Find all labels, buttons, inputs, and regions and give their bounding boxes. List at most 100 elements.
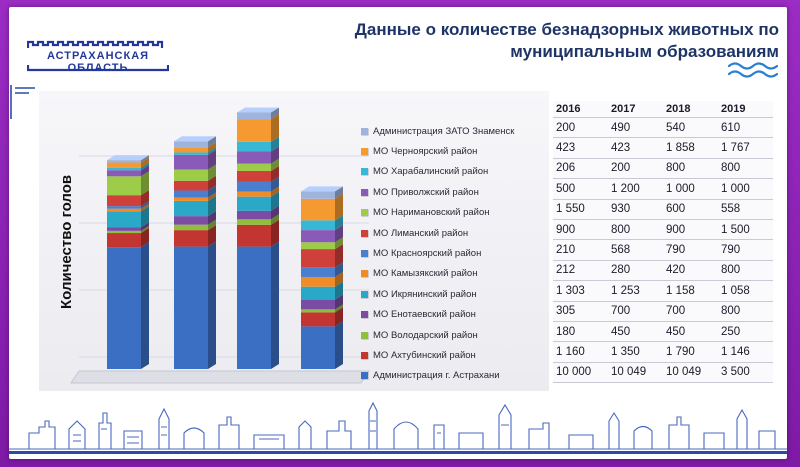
bar-segment-side [335, 193, 343, 221]
table-row: 305 700 700 800 [553, 301, 773, 322]
chart-legend: Администрация ЗАТО Знаменск МО Черноярски… [361, 121, 543, 386]
bar-segment-side [141, 190, 149, 207]
legend-swatch [361, 311, 368, 319]
table-cell: 800 [718, 260, 773, 282]
bar-segment [301, 326, 335, 369]
bar-segment-side [271, 214, 279, 225]
bar-segment [237, 163, 271, 171]
table-row: 180 450 450 250 [553, 321, 773, 343]
bar-top [237, 107, 279, 113]
bar-segment-side [141, 157, 149, 168]
city-skyline-icon [9, 401, 787, 450]
legend-label: МО Икрянинский район [373, 288, 477, 300]
bar-segment [107, 233, 141, 248]
legend-label: МО Ахтубинский район [373, 349, 476, 361]
table-cell: 1 303 [553, 280, 608, 302]
table-cell: 790 [718, 239, 773, 261]
bar-segment-side [208, 241, 216, 369]
bar-segment [174, 230, 208, 247]
legend-swatch [361, 229, 368, 237]
bar-segment [174, 200, 208, 217]
bar-segment [107, 227, 141, 231]
bar-segment-side [271, 176, 279, 192]
table-cell: 800 [608, 219, 663, 241]
bar-segment [237, 119, 271, 142]
table-cell: 450 [608, 321, 663, 343]
bar-segment [174, 246, 208, 369]
bar-segment [107, 167, 141, 171]
bar-segment [107, 208, 141, 212]
bar-segment-side [141, 162, 149, 171]
bar-segment [301, 220, 335, 231]
table-cell: 1 158 [663, 280, 718, 302]
x-tick-label: 2019 [301, 390, 339, 391]
bar-segment [107, 162, 141, 168]
legend-item: МО Харабалинский район [361, 162, 543, 182]
bar-segment [237, 151, 271, 164]
table-cell: 1 058 [718, 280, 773, 302]
bar-segment [301, 249, 335, 268]
table-cell: 305 [553, 301, 608, 322]
table-cell: 200 [553, 117, 608, 139]
stacked-bar-chart: Количество голов 2016 2017 2018 2019 [58, 107, 370, 391]
table-cell: 700 [663, 301, 718, 322]
legend-swatch [361, 250, 368, 258]
bar-segment-side [271, 205, 279, 220]
table-row: 423 423 1 858 1 767 [553, 137, 773, 159]
bar-segment-side [208, 211, 216, 225]
bar-segment-side [271, 158, 279, 171]
bar-segment [301, 242, 335, 250]
bar-segment [107, 211, 141, 228]
legend-label: МО Красноярский район [373, 248, 482, 260]
table-cell: 490 [608, 117, 663, 139]
table-cell: 930 [608, 199, 663, 220]
table-cell: 900 [663, 219, 718, 241]
bar-segment [237, 224, 271, 247]
bar-segment [107, 195, 141, 207]
bar-top [301, 186, 343, 192]
bar-top [107, 155, 149, 161]
legend-label: МО Наримановский район [373, 207, 490, 219]
corner-bracket-icon [10, 85, 35, 119]
bar-segment-side [335, 307, 343, 327]
table-row: 1 550 930 600 558 [553, 199, 773, 220]
bar-segment [107, 247, 141, 369]
bar-segment-side [141, 203, 149, 212]
bar-segment-side [335, 215, 343, 231]
x-tick-label: 2018 [237, 390, 275, 391]
bar-segment [301, 230, 335, 243]
table-cell: 1 000 [663, 178, 718, 200]
table-header-row: 2016 2017 2018 2019 [553, 101, 773, 118]
legend-item: МО Енотаевский район [361, 305, 543, 325]
bar-segment-side [141, 225, 149, 234]
legend-label: МО Енотаевский район [373, 309, 476, 321]
bar-segment [174, 154, 208, 170]
bar-segment-side [335, 237, 343, 250]
bar-segment-side [141, 201, 149, 209]
x-tick-label: 2017 [174, 390, 212, 391]
legend-swatch [361, 168, 368, 176]
table-cell: 610 [718, 117, 773, 139]
legend-item: МО Ахтубинский район [361, 345, 543, 365]
bar-segment-side [271, 114, 279, 142]
table-cell: 1 500 [718, 219, 773, 241]
legend-swatch [361, 351, 368, 359]
bar-segment [301, 286, 335, 300]
bar-segment-side [335, 244, 343, 268]
table-cell: 558 [718, 199, 773, 220]
table-cell: 1 200 [608, 178, 663, 200]
legend-item: МО Лиманский район [361, 223, 543, 243]
table-cell: 568 [608, 239, 663, 261]
bar-segment [174, 169, 208, 181]
table-header-cell: 2019 [718, 101, 773, 118]
bar-segment-side [335, 186, 343, 199]
bar-segment [301, 309, 335, 313]
slide: АСТРАХАНСКАЯ ОБЛАСТЬ Данные о количестве… [9, 7, 787, 459]
bar-segment [174, 197, 208, 201]
legend-swatch [361, 372, 368, 380]
bar-segment-side [141, 242, 149, 369]
table-cell: 206 [553, 158, 608, 180]
bar-segment-side [141, 206, 149, 228]
table-cell: 1 253 [608, 280, 663, 302]
bar-segment-side [271, 136, 279, 152]
